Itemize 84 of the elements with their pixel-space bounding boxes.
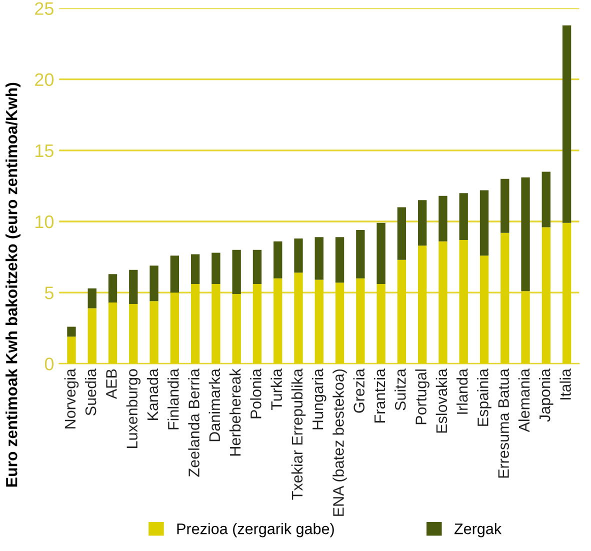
x-tick-label: Suitza xyxy=(394,368,406,410)
y-tick-label: 20 xyxy=(35,73,54,86)
bar xyxy=(190,284,200,364)
bar xyxy=(212,252,220,284)
bar xyxy=(521,177,530,292)
bar xyxy=(418,200,427,246)
bar xyxy=(335,282,344,364)
bar xyxy=(252,284,262,364)
x-tick-label: Turkia xyxy=(270,368,282,410)
bar xyxy=(542,227,550,364)
bar xyxy=(356,230,365,278)
bar xyxy=(232,250,241,294)
x-tick-label: Polonia xyxy=(250,368,262,418)
bar xyxy=(88,288,96,308)
bar xyxy=(314,280,324,364)
bar xyxy=(500,232,510,364)
x-tick-label: Frantzia xyxy=(374,368,386,422)
bar xyxy=(480,190,489,256)
x-tick-label: Italia xyxy=(560,368,571,400)
x-tick-label: AEB xyxy=(106,369,117,400)
bar xyxy=(190,254,200,284)
x-tick-label: ENA (batez bestekoa) xyxy=(332,369,347,516)
bar xyxy=(562,222,572,364)
bar xyxy=(500,178,510,233)
y-tick-label: 0 xyxy=(44,358,54,370)
bar xyxy=(542,172,550,228)
bar xyxy=(438,196,448,242)
bar xyxy=(480,256,489,364)
x-tick-label: Alemania xyxy=(518,368,530,432)
legend-label: Prezioa (zergarik gabe) xyxy=(177,523,334,538)
bar xyxy=(459,240,468,364)
bar xyxy=(294,272,303,364)
bar xyxy=(356,278,365,364)
x-tick-label: Danimarka xyxy=(208,368,220,442)
y-tick-label: 25 xyxy=(35,2,54,15)
x-tick-label: Herbehereak xyxy=(229,368,241,456)
bar xyxy=(108,302,118,364)
bar xyxy=(397,207,406,260)
bar xyxy=(212,284,220,364)
legend-label: Zergak xyxy=(454,523,502,538)
x-tick-label: Kanada xyxy=(146,368,158,420)
x-tick-label: Hungaria xyxy=(312,368,326,430)
bar xyxy=(67,326,76,337)
bar xyxy=(274,278,282,364)
bar xyxy=(170,256,180,293)
x-tick-label: Norvegia xyxy=(64,368,79,428)
bar xyxy=(170,292,180,364)
bar xyxy=(150,301,158,364)
bar xyxy=(335,237,344,283)
x-tick-label: Irlanda xyxy=(456,368,468,414)
y-tick-label: 15 xyxy=(36,144,54,158)
x-tick-label: Espainia xyxy=(477,368,492,426)
bar xyxy=(521,291,530,364)
bar xyxy=(294,238,303,273)
bar xyxy=(562,25,572,223)
bar xyxy=(438,241,448,364)
x-tick-label: Grezia xyxy=(353,368,365,413)
bar xyxy=(88,308,96,364)
bar xyxy=(418,246,427,364)
y-axis-title: Euro zentimoak Kwh bakoitzeko (euro zentimoa/Kwh) xyxy=(6,82,20,487)
x-tick-label: Zeelanda Berria xyxy=(188,368,200,477)
bar xyxy=(376,222,386,284)
bar xyxy=(129,270,138,304)
bar xyxy=(459,193,468,240)
x-tick-label: Eslovakia xyxy=(436,368,448,433)
bar xyxy=(232,294,241,364)
bar xyxy=(252,250,262,284)
bar xyxy=(108,274,118,303)
bar xyxy=(150,266,158,302)
bar xyxy=(314,237,324,280)
x-tick-label: Finlandia xyxy=(168,368,179,430)
x-tick-label: Erresuma Batua xyxy=(498,368,509,478)
x-tick-label: Txekiar Errepublika xyxy=(291,368,306,500)
y-tick-label: 5 xyxy=(44,286,54,300)
bar xyxy=(129,304,138,364)
x-tick-label: Luxenburgo xyxy=(126,369,141,448)
y-tick-label: 10 xyxy=(36,215,54,228)
x-tick-label: Portugal xyxy=(415,370,430,424)
bar xyxy=(397,260,406,364)
x-tick-label: Suedia xyxy=(85,368,96,416)
bar xyxy=(67,336,76,364)
bar xyxy=(274,241,282,278)
x-tick-label: Japonia xyxy=(539,368,554,422)
bar xyxy=(376,284,386,364)
